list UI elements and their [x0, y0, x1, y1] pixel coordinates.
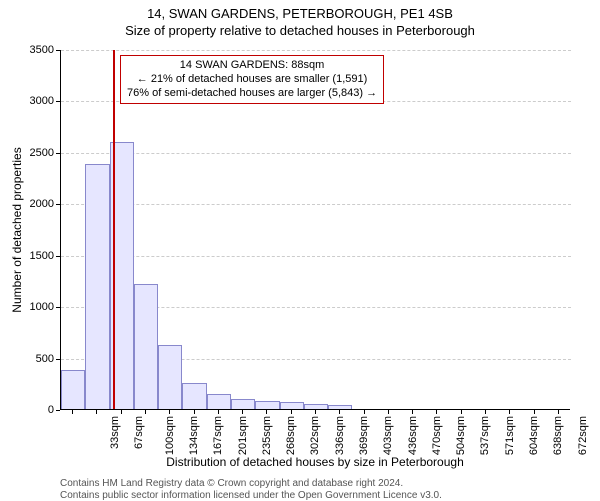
- bar: [61, 370, 85, 409]
- ytick-mark: [56, 50, 60, 51]
- xtick-mark: [72, 410, 73, 414]
- bar: [255, 401, 279, 409]
- annotation-line2: ← 21% of detached houses are smaller (1,…: [127, 73, 377, 87]
- xtick-label: 537sqm: [480, 416, 492, 455]
- annotation-line3: 76% of semi-detached houses are larger (…: [127, 87, 377, 101]
- xtick-mark: [315, 410, 316, 414]
- annotation-line1: 14 SWAN GARDENS: 88sqm: [127, 59, 377, 73]
- xtick-mark: [121, 410, 122, 414]
- bar: [231, 399, 255, 409]
- xtick-label: 369sqm: [358, 416, 370, 455]
- xtick-label: 403sqm: [382, 416, 394, 455]
- xtick-label: 201sqm: [237, 416, 249, 455]
- chart-title: 14, SWAN GARDENS, PETERBOROUGH, PE1 4SB: [0, 6, 600, 21]
- ytick-label: 2000: [14, 198, 54, 210]
- xtick-mark: [509, 410, 510, 414]
- gridline: [61, 50, 571, 51]
- ytick-mark: [56, 204, 60, 205]
- attribution-line1: Contains HM Land Registry data © Crown c…: [60, 478, 403, 489]
- xtick-label: 470sqm: [431, 416, 443, 455]
- xtick-label: 235sqm: [261, 416, 273, 455]
- xtick-label: 100sqm: [164, 416, 176, 455]
- bar: [85, 164, 109, 409]
- gridline: [61, 153, 571, 154]
- xtick-label: 638sqm: [552, 416, 564, 455]
- xtick-mark: [558, 410, 559, 414]
- xtick-mark: [364, 410, 365, 414]
- ytick-mark: [56, 256, 60, 257]
- xtick-mark: [436, 410, 437, 414]
- xtick-mark: [291, 410, 292, 414]
- xtick-label: 268sqm: [285, 416, 297, 455]
- bar: [328, 405, 352, 409]
- bar: [304, 404, 328, 409]
- xtick-label: 336sqm: [334, 416, 346, 455]
- xtick-label: 504sqm: [455, 416, 467, 455]
- xtick-mark: [218, 410, 219, 414]
- ytick-mark: [56, 153, 60, 154]
- xtick-label: 571sqm: [504, 416, 516, 455]
- xtick-label: 67sqm: [133, 416, 145, 449]
- xtick-mark: [534, 410, 535, 414]
- ytick-label: 1000: [14, 301, 54, 313]
- xtick-mark: [169, 410, 170, 414]
- xtick-mark: [339, 410, 340, 414]
- bar: [182, 383, 206, 409]
- xtick-label: 134sqm: [188, 416, 200, 455]
- xtick-mark: [388, 410, 389, 414]
- ytick-label: 500: [14, 353, 54, 365]
- gridline: [61, 204, 571, 205]
- chart-container: 14, SWAN GARDENS, PETERBOROUGH, PE1 4SB …: [0, 0, 600, 500]
- ytick-label: 2500: [14, 147, 54, 159]
- x-axis-label: Distribution of detached houses by size …: [60, 455, 570, 469]
- property-marker-line: [113, 50, 115, 409]
- ytick-label: 3000: [14, 95, 54, 107]
- ytick-label: 1500: [14, 250, 54, 262]
- xtick-label: 604sqm: [528, 416, 540, 455]
- xtick-mark: [242, 410, 243, 414]
- xtick-mark: [461, 410, 462, 414]
- ytick-mark: [56, 101, 60, 102]
- xtick-label: 33sqm: [109, 416, 121, 449]
- y-axis-label: Number of detached properties: [10, 147, 24, 312]
- xtick-mark: [96, 410, 97, 414]
- xtick-mark: [145, 410, 146, 414]
- attribution-line2: Contains public sector information licen…: [60, 490, 442, 501]
- ytick-mark: [56, 410, 60, 411]
- xtick-label: 672sqm: [577, 416, 589, 455]
- gridline: [61, 256, 571, 257]
- xtick-mark: [412, 410, 413, 414]
- xtick-mark: [266, 410, 267, 414]
- annotation-box: 14 SWAN GARDENS: 88sqm ← 21% of detached…: [120, 55, 384, 104]
- chart-subtitle: Size of property relative to detached ho…: [0, 23, 600, 38]
- ytick-mark: [56, 307, 60, 308]
- bar: [158, 345, 182, 409]
- xtick-label: 436sqm: [407, 416, 419, 455]
- bar: [280, 402, 304, 409]
- ytick-label: 3500: [14, 44, 54, 56]
- xtick-mark: [485, 410, 486, 414]
- bar: [134, 284, 158, 409]
- ytick-label: 0: [14, 404, 54, 416]
- xtick-label: 167sqm: [212, 416, 224, 455]
- xtick-mark: [194, 410, 195, 414]
- bar: [207, 394, 231, 409]
- xtick-label: 302sqm: [310, 416, 322, 455]
- ytick-mark: [56, 359, 60, 360]
